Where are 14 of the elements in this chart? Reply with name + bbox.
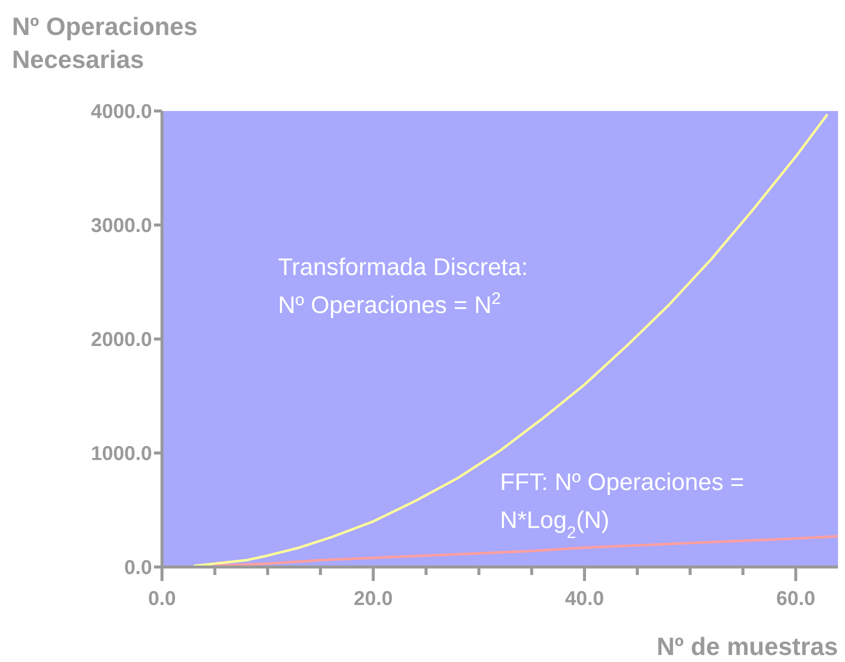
y-tick-label: 1000.0 — [90, 443, 152, 465]
y-tick-label: 0.0 — [124, 557, 152, 579]
x-tick-label: 60.0 — [776, 588, 816, 610]
annotation: FFT: Nº Operaciones = N*Log$_{2}$(N) — [500, 469, 744, 542]
annotation: Transformada Discreta: Nº Operaciones = N$^{2}$ — [278, 254, 528, 319]
x-axis-title: Nº de muestras — [656, 633, 838, 661]
x-tick-label: 40.0 — [565, 588, 604, 610]
x-tick-label: 20.0 — [354, 588, 393, 610]
y-axis-title: Nº Operaciones Necesarias — [12, 13, 198, 74]
line-series — [192, 113, 829, 568]
y-tick-label: 3000.0 — [90, 215, 152, 237]
x-tick-label: 0.0 — [148, 588, 176, 610]
y-tick-label: 2000.0 — [90, 329, 152, 351]
y-tick-label: 4000.0 — [90, 101, 152, 123]
